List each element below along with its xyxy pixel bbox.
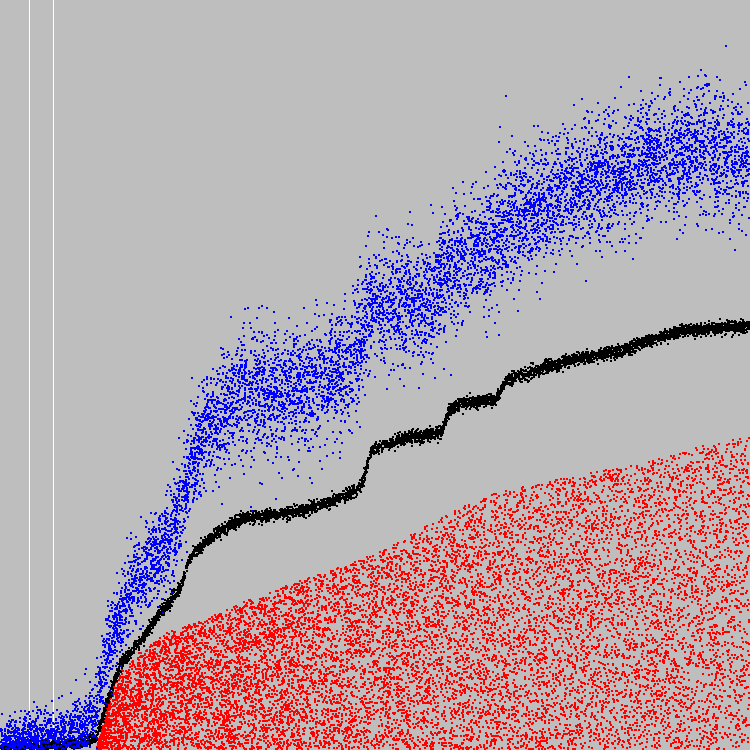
- reference-lines: [29, 0, 54, 750]
- series-0-points: [96, 437, 750, 750]
- series-layer: [0, 45, 750, 750]
- series-2-points: [0, 45, 750, 750]
- series-0: [96, 437, 750, 750]
- series-2: [0, 45, 750, 750]
